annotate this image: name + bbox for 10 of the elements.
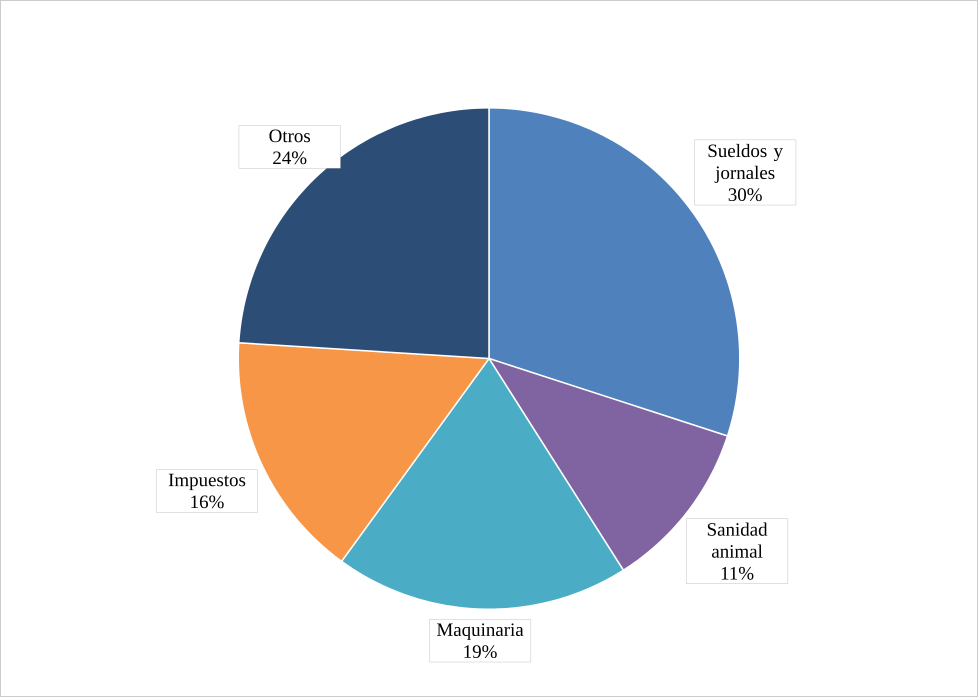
slice-label: Sanidad animal — [708, 522, 768, 558]
data-label: 30% — [728, 188, 762, 202]
slice-label: Maquinaria — [436, 623, 524, 640]
slice-label: Otros — [269, 130, 310, 142]
slice-label: Impuestos — [168, 474, 246, 490]
slice-label: Sueldos y jornales — [708, 144, 783, 183]
data-label: 19% — [464, 645, 497, 658]
data-label: 11% — [722, 566, 754, 580]
data-label: 24% — [273, 151, 306, 164]
data-label: 16% — [191, 495, 224, 508]
